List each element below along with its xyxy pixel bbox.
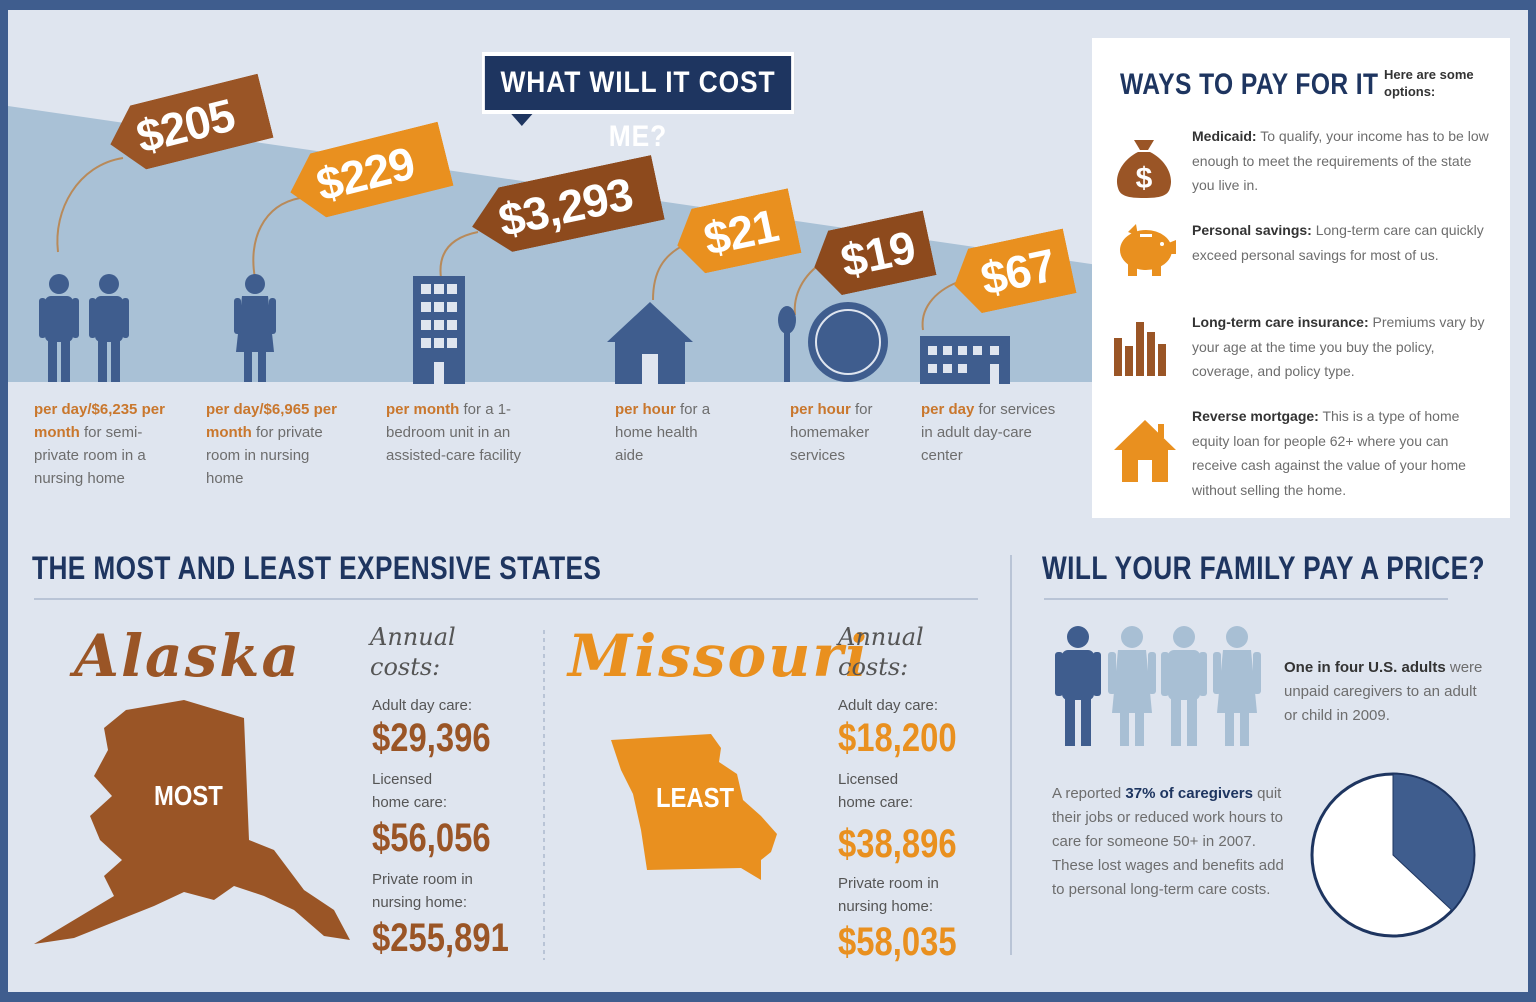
missouri-private-room-value: $58,035	[838, 920, 957, 964]
caption-hl: per month	[386, 401, 460, 418]
ways-title: WAYS TO PAY FOR IT	[1120, 68, 1379, 101]
svg-text:$: $	[1136, 162, 1153, 195]
caption-assisted-care: per month for a 1-bedroom unit in an ass…	[386, 398, 561, 467]
house-icon	[1114, 420, 1176, 482]
building-icon	[413, 276, 465, 384]
stat-bold: One in four U.S. adults	[1284, 659, 1446, 676]
person-icon	[234, 274, 276, 382]
states-rule	[34, 598, 978, 600]
way-text: Premiums vary by your age at the time yo…	[1192, 314, 1485, 379]
alaska-home-care-value: $56,056	[372, 816, 491, 860]
caption-nursing-private: per day/$6,965 per month for private roo…	[206, 398, 346, 490]
caption-hl: per hour	[615, 401, 676, 418]
stat-text: A reported	[1052, 785, 1122, 802]
caption-home-health: per hour for a home health aide	[615, 398, 730, 467]
family-rule	[1044, 598, 1448, 600]
missouri-map	[611, 734, 777, 880]
alaska-private-room-value: $255,891	[372, 916, 509, 960]
alaska-adult-day-value: $29,396	[372, 716, 491, 760]
way-name: Reverse mortgage:	[1192, 408, 1319, 424]
caption-text: for services in adult day-care center	[921, 401, 1056, 464]
caption-text: for semi-private room in a nursing home	[34, 424, 146, 487]
adult-day-label: Adult day care:	[838, 697, 939, 714]
two-people-icon	[39, 274, 129, 382]
home-care-label: Licensed home care:	[838, 771, 914, 811]
caption-adult-day-care: per day for services in adult day-care c…	[921, 398, 1066, 467]
caption-hl: per day/$6,965	[206, 401, 310, 418]
way-item-insurance: Long-term care insurance: Premiums vary …	[1192, 310, 1497, 384]
way-item-medicaid: Medicaid: To qualify, your income has to…	[1192, 124, 1497, 198]
stat-bold: 37% of caregivers	[1125, 785, 1253, 802]
home-care-label: Licensed home care:	[372, 771, 448, 811]
caption-text: for a home health aide	[615, 401, 711, 464]
quit-job-stat: A reported 37% of caregivers quit their …	[1052, 782, 1284, 902]
state-name-most: Alaska	[74, 622, 302, 690]
annual-costs-label: Annual costs:	[838, 623, 924, 681]
way-item-savings: Personal savings: Long-term care can qui…	[1192, 218, 1497, 267]
bar-chart-icon	[1114, 322, 1166, 376]
piggy-bank-icon	[1120, 224, 1176, 276]
caption-text: for private room in nursing home	[206, 424, 323, 487]
way-text: To qualify, your income has to be low en…	[1192, 128, 1489, 193]
ways-subtitle: Here are some options:	[1384, 67, 1474, 99]
private-room-label: Private room in nursing home:	[838, 875, 939, 915]
caregiver-pie-chart	[1310, 772, 1476, 938]
caption-hl: per day/$6,235	[34, 401, 138, 418]
caption-nursing-semi: per day/$6,235 per month for semi-privat…	[34, 398, 174, 490]
way-text: This is a type of home equity loan for p…	[1192, 408, 1466, 498]
money-bag-icon: $	[1116, 140, 1172, 198]
caption-hl: per month	[34, 401, 165, 441]
family-divider	[1010, 555, 1012, 955]
way-name: Personal savings:	[1192, 222, 1312, 238]
state-name-least: Missouri	[568, 622, 869, 690]
caption-homemaker: per hour for homemaker services	[790, 398, 900, 467]
four-people-icon	[1055, 626, 1261, 746]
way-item-reverse-mortgage: Reverse mortgage: This is a type of home…	[1192, 404, 1497, 502]
infographic: WHAT WILL IT COST ME? $205 $229 $3,293 $…	[8, 10, 1528, 992]
way-name: Medicaid:	[1192, 128, 1257, 144]
way-name: Long-term care insurance:	[1192, 314, 1369, 330]
alaska-map	[34, 700, 350, 944]
adult-day-label: Adult day care:	[372, 697, 473, 714]
states-title: THE MOST AND LEAST EXPENSIVE STATES	[32, 550, 602, 586]
way-text: Long-term care can quickly exceed person…	[1192, 222, 1484, 263]
states-divider	[543, 630, 545, 960]
private-room-label: Private room in nursing home:	[372, 871, 473, 911]
home-icon	[607, 302, 693, 384]
missouri-adult-day-value: $18,200	[838, 716, 957, 760]
caption-text: for a 1-bedroom unit in an assisted-care…	[386, 401, 522, 464]
caregiver-stat: One in four U.S. adults were unpaid care…	[1284, 656, 1484, 728]
annual-costs-label: Annual costs:	[370, 623, 456, 681]
caption-hl: per month	[206, 401, 337, 441]
page-title: WHAT WILL IT COST ME?	[481, 52, 795, 153]
caption-hl: per day	[921, 401, 975, 418]
missouri-home-care-value: $38,896	[838, 822, 957, 866]
caption-text: for homemaker services	[790, 401, 873, 464]
stat-text: were unpaid caregivers to an adult or ch…	[1284, 659, 1483, 724]
family-title: WILL YOUR FAMILY PAY A PRICE?	[1042, 550, 1485, 586]
ways-to-pay-panel: WAYS TO PAY FOR IT Here are some options…	[1092, 38, 1510, 518]
stat-text: quit their jobs or reduced work hours to…	[1052, 785, 1284, 898]
least-badge: LEAST	[656, 782, 735, 813]
most-badge: MOST	[154, 780, 223, 811]
daycare-building-icon	[920, 336, 1010, 384]
spoon-plate-icon	[778, 302, 888, 382]
pie-slice-caregivers	[1392, 773, 1475, 912]
caption-hl: per hour	[790, 401, 851, 418]
